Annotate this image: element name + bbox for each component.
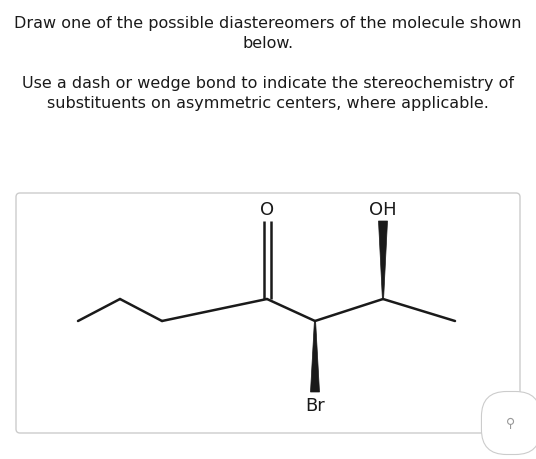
Polygon shape — [310, 321, 319, 392]
Text: O: O — [260, 201, 274, 218]
Text: substituents on asymmetric centers, where applicable.: substituents on asymmetric centers, wher… — [47, 96, 489, 111]
Polygon shape — [378, 222, 388, 299]
Text: Draw one of the possible diastereomers of the molecule shown: Draw one of the possible diastereomers o… — [14, 16, 522, 31]
Text: OH: OH — [369, 201, 397, 218]
Text: below.: below. — [242, 36, 294, 51]
Text: Br: Br — [305, 396, 325, 414]
Text: ⚲: ⚲ — [507, 417, 516, 430]
Text: Use a dash or wedge bond to indicate the stereochemistry of: Use a dash or wedge bond to indicate the… — [22, 76, 514, 91]
FancyBboxPatch shape — [16, 194, 520, 433]
